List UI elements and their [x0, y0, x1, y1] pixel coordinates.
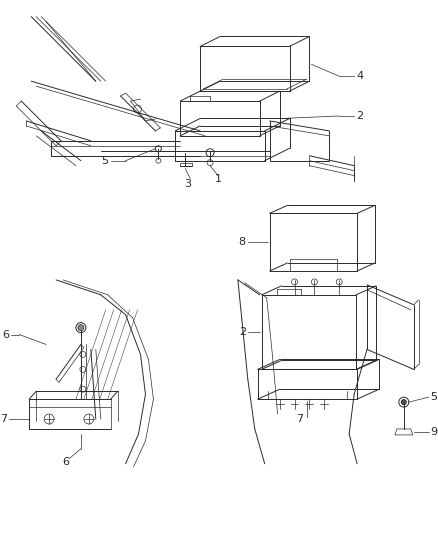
Text: 5: 5	[101, 156, 108, 166]
Circle shape	[311, 279, 318, 285]
Text: 5: 5	[431, 392, 438, 402]
Text: 2: 2	[356, 111, 363, 121]
Circle shape	[44, 414, 54, 424]
Text: 9: 9	[431, 427, 438, 437]
Text: 6: 6	[2, 329, 9, 340]
Text: 7: 7	[0, 414, 7, 424]
Circle shape	[336, 279, 342, 285]
Text: 2: 2	[239, 327, 246, 337]
Circle shape	[292, 279, 297, 285]
Circle shape	[80, 351, 86, 358]
Circle shape	[84, 414, 94, 424]
Text: 7: 7	[296, 414, 303, 424]
Circle shape	[401, 400, 406, 405]
Circle shape	[80, 366, 86, 373]
Text: 6: 6	[63, 457, 70, 467]
Text: 3: 3	[184, 179, 191, 189]
Circle shape	[80, 386, 86, 392]
Text: 8: 8	[239, 237, 246, 247]
Circle shape	[78, 325, 84, 330]
Polygon shape	[395, 429, 413, 435]
Text: 1: 1	[215, 174, 222, 183]
Text: 4: 4	[356, 71, 363, 81]
